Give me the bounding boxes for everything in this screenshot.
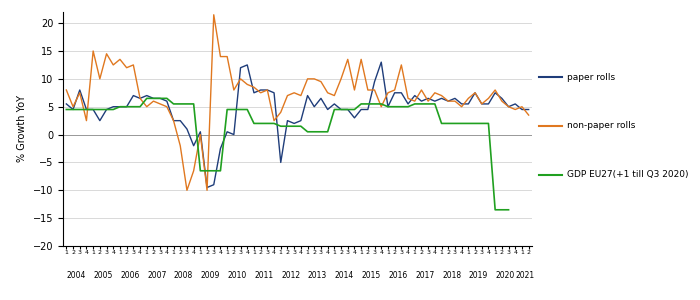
Text: 2021: 2021 xyxy=(516,271,535,280)
non-paper rolls xyxy=(270,119,279,122)
GDP EU27(+1 till Q3 2020) xyxy=(62,108,71,111)
non-paper rolls xyxy=(62,88,71,92)
GDP EU27(+1 till Q3 2020) xyxy=(169,102,178,106)
Line: GDP EU27(+1 till Q3 2020): GDP EU27(+1 till Q3 2020) xyxy=(66,98,508,210)
Text: 2013: 2013 xyxy=(308,271,327,280)
Text: non-paper rolls: non-paper rolls xyxy=(567,122,635,130)
GDP EU27(+1 till Q3 2020) xyxy=(316,130,325,134)
Line: paper rolls: paper rolls xyxy=(66,62,528,188)
GDP EU27(+1 till Q3 2020) xyxy=(451,122,459,125)
non-paper rolls xyxy=(183,188,191,192)
Text: 2006: 2006 xyxy=(120,271,140,280)
Y-axis label: % Growth YoY: % Growth YoY xyxy=(18,95,27,163)
paper rolls xyxy=(62,102,71,106)
paper rolls xyxy=(169,119,178,122)
non-paper rolls xyxy=(524,113,533,117)
Text: 2004: 2004 xyxy=(66,271,86,280)
Text: 2008: 2008 xyxy=(174,271,193,280)
GDP EU27(+1 till Q3 2020) xyxy=(458,122,466,125)
GDP EU27(+1 till Q3 2020) xyxy=(122,105,131,109)
Text: GDP EU27(+1 till Q3 2020): GDP EU27(+1 till Q3 2020) xyxy=(567,170,688,179)
Text: 2018: 2018 xyxy=(442,271,461,280)
Text: 2017: 2017 xyxy=(415,271,435,280)
Text: 2009: 2009 xyxy=(201,271,220,280)
paper rolls xyxy=(263,88,272,92)
paper rolls xyxy=(524,108,533,111)
Text: 2015: 2015 xyxy=(362,271,381,280)
Line: non-paper rolls: non-paper rolls xyxy=(66,15,528,190)
Text: 2007: 2007 xyxy=(147,271,167,280)
Text: 2012: 2012 xyxy=(281,271,300,280)
non-paper rolls xyxy=(169,119,178,122)
paper rolls xyxy=(377,60,386,64)
Text: 2016: 2016 xyxy=(389,271,407,280)
Text: 2014: 2014 xyxy=(335,271,354,280)
non-paper rolls xyxy=(330,94,339,98)
non-paper rolls xyxy=(209,13,218,16)
Text: 2019: 2019 xyxy=(469,271,488,280)
non-paper rolls xyxy=(471,91,480,94)
GDP EU27(+1 till Q3 2020) xyxy=(203,169,211,172)
paper rolls xyxy=(323,108,332,111)
paper rolls xyxy=(471,91,480,94)
Text: 2005: 2005 xyxy=(94,271,113,280)
non-paper rolls xyxy=(216,55,225,58)
non-paper rolls xyxy=(122,66,131,70)
paper rolls xyxy=(203,186,211,189)
Text: 2011: 2011 xyxy=(254,271,274,280)
Text: 2020: 2020 xyxy=(496,271,514,280)
paper rolls xyxy=(209,183,218,187)
paper rolls xyxy=(122,105,131,109)
Text: 2010: 2010 xyxy=(228,271,247,280)
Text: paper rolls: paper rolls xyxy=(567,73,615,82)
